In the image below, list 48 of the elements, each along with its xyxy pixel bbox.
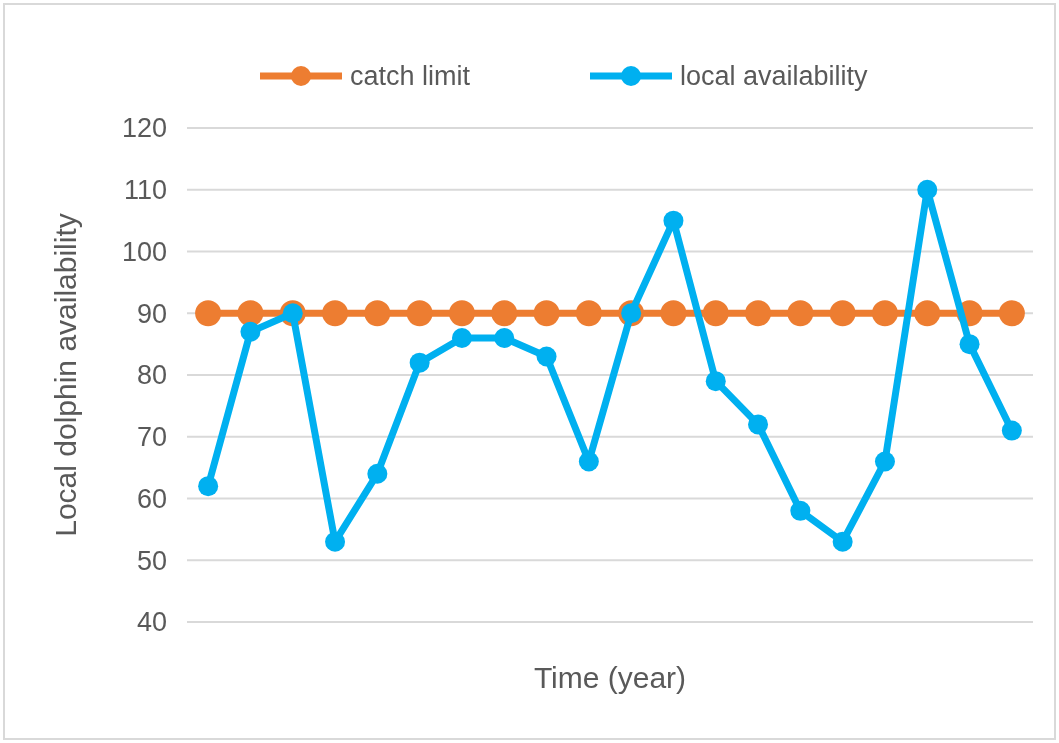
- point: [195, 300, 222, 327]
- y-tick-label: 120: [121, 113, 167, 144]
- point: [364, 300, 391, 327]
- point: [325, 531, 346, 552]
- point: [871, 300, 898, 327]
- point: [409, 352, 430, 373]
- y-axis-title: Local dolphin availability: [49, 213, 82, 537]
- point: [705, 371, 726, 392]
- legend-label: catch limit: [350, 61, 471, 92]
- point: [491, 300, 518, 327]
- point: [917, 179, 938, 200]
- point: [533, 300, 560, 327]
- point: [237, 300, 264, 327]
- y-tick-label: 60: [136, 483, 167, 514]
- point: [702, 300, 729, 327]
- point: [874, 451, 895, 472]
- point: [832, 531, 853, 552]
- y-tick-label: 40: [136, 607, 167, 638]
- x-axis-title: Time (year): [533, 661, 687, 694]
- y-tick-label: 100: [121, 236, 167, 267]
- point: [998, 300, 1025, 327]
- point: [1001, 420, 1022, 441]
- y-tick-label: 90: [136, 298, 167, 329]
- point: [959, 334, 980, 355]
- point: [829, 300, 856, 327]
- point: [745, 300, 772, 327]
- y-tick-label: 80: [136, 360, 167, 391]
- point: [406, 300, 433, 327]
- point: [748, 414, 769, 435]
- point: [663, 210, 684, 231]
- point: [914, 300, 941, 327]
- point: [322, 300, 349, 327]
- y-tick-label: 70: [136, 422, 167, 453]
- point: [451, 327, 472, 348]
- point: [240, 321, 261, 342]
- y-tick-label: 110: [123, 175, 167, 206]
- point: [575, 300, 602, 327]
- point: [790, 500, 811, 521]
- point: [448, 300, 475, 327]
- y-tick-label: 50: [136, 545, 167, 576]
- point: [494, 327, 515, 348]
- point: [787, 300, 814, 327]
- point: [536, 346, 557, 367]
- point: [578, 451, 599, 472]
- legend-label: local availability: [680, 61, 869, 92]
- point: [367, 463, 388, 484]
- point: [198, 476, 219, 497]
- point: [660, 300, 687, 327]
